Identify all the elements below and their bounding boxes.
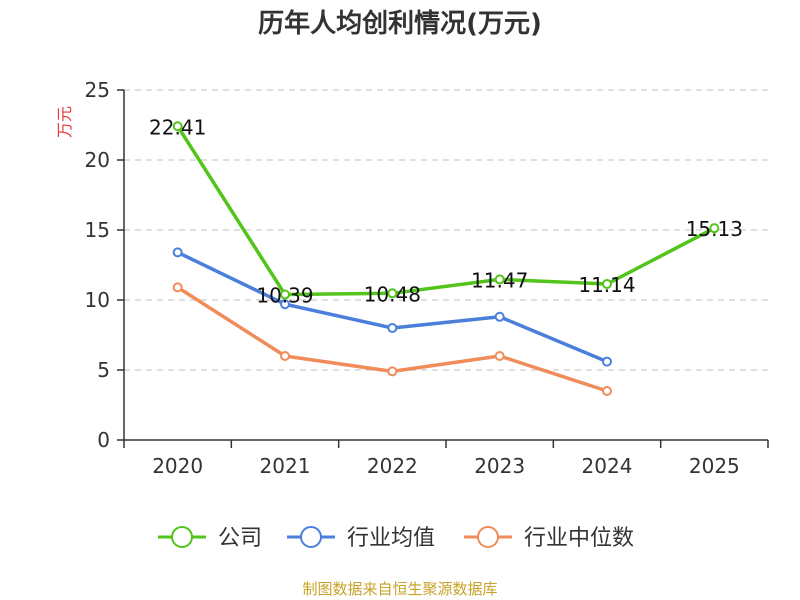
- x-tick-label: 2020: [152, 454, 203, 478]
- data-point: [387, 323, 398, 333]
- source-note: 制图数据来自恒生聚源数据库: [302, 580, 497, 598]
- legend-marker: [300, 526, 322, 548]
- legend-item-1[interactable]: 行业均值: [287, 526, 435, 551]
- series-line-0: [176, 125, 716, 297]
- data-point: [280, 299, 290, 310]
- legend-item-2[interactable]: 行业中位数: [464, 526, 634, 551]
- data-point: [602, 386, 612, 396]
- data-label: 15.13: [686, 217, 743, 241]
- legend-label: 行业均值: [347, 526, 435, 551]
- y-tick-labels: 0 5 10 15 20 25: [85, 78, 110, 452]
- data-point: [602, 279, 612, 290]
- y-tick-label: 5: [97, 358, 110, 382]
- data-point: [172, 247, 183, 258]
- series-layer: [172, 121, 720, 396]
- gridlines: [124, 89, 768, 371]
- data-label: 11.14: [578, 273, 635, 297]
- data-label: 11.47: [471, 268, 528, 292]
- data-labels: 22.41 10.39 10.48 11.47 11.14 15.13: [149, 115, 743, 307]
- y-tick-label: 10: [85, 288, 110, 312]
- data-point: [387, 288, 398, 299]
- series-line-1: [176, 250, 608, 364]
- legend-item-0[interactable]: 公司: [158, 526, 262, 551]
- data-point: [709, 223, 720, 234]
- data-point: [494, 311, 505, 322]
- x-tick-label: 2024: [582, 454, 633, 478]
- legend-label: 行业中位数: [524, 526, 634, 551]
- data-point: [172, 121, 183, 132]
- axes: [117, 89, 769, 448]
- y-axis-label: 万元: [55, 106, 74, 138]
- y-tick-label: 0: [97, 428, 110, 452]
- legend: 公司 行业均值 行业中位数: [158, 526, 634, 551]
- data-point: [494, 274, 505, 285]
- legend-marker: [171, 526, 193, 548]
- y-tick-label: 15: [85, 218, 110, 242]
- x-tick-label: 2023: [474, 454, 525, 478]
- data-label: 10.48: [364, 282, 421, 306]
- chart-title: 历年人均创利情况(万元): [258, 8, 542, 39]
- legend-marker: [477, 526, 499, 548]
- data-point: [387, 366, 398, 377]
- data-point: [280, 351, 290, 361]
- x-tick-label: 2021: [260, 454, 311, 478]
- data-point: [602, 356, 612, 367]
- x-tick-label: 2025: [689, 454, 740, 478]
- x-tick-label: 2022: [367, 454, 418, 478]
- data-point: [494, 351, 505, 361]
- legend-label: 公司: [218, 526, 262, 551]
- y-tick-label: 20: [85, 148, 110, 172]
- x-tick-labels: 2020 2021 2022 2023 2024 2025: [152, 454, 740, 478]
- data-point: [172, 282, 183, 293]
- y-tick-label: 25: [85, 78, 110, 102]
- data-label: 10.39: [256, 284, 313, 308]
- data-label: 22.41: [149, 115, 206, 139]
- data-point: [280, 289, 290, 300]
